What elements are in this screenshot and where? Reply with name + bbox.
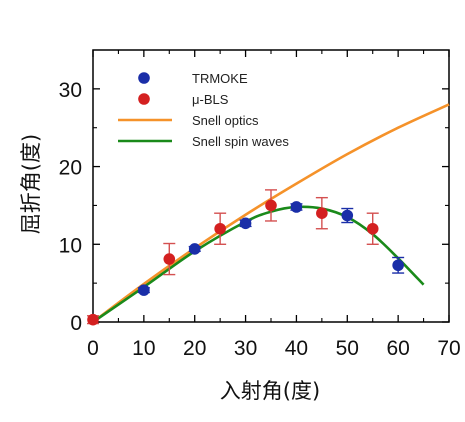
legend-marker bbox=[138, 72, 150, 84]
tick-labels: 0 10 20 30 40 50 60 70 0 10 20 30 bbox=[59, 79, 461, 360]
data-point bbox=[138, 284, 150, 296]
y-tick-label: 0 bbox=[70, 312, 82, 335]
legend-label: Snell spin waves bbox=[192, 134, 289, 149]
x-tick-label: 0 bbox=[87, 337, 99, 360]
data-point bbox=[290, 201, 303, 213]
x-tick-label: 50 bbox=[336, 337, 359, 360]
data-point bbox=[316, 207, 328, 219]
data-point bbox=[392, 259, 404, 272]
x-axis-title: 入射角(度) bbox=[220, 379, 320, 403]
legend-marker bbox=[138, 93, 150, 105]
data-point bbox=[239, 217, 252, 230]
data-point bbox=[214, 222, 226, 235]
y-tick-label: 10 bbox=[59, 234, 82, 257]
x-tick-label: 10 bbox=[132, 337, 155, 360]
legend-label: TRMOKE bbox=[192, 71, 248, 86]
data-point bbox=[163, 253, 176, 265]
data-point bbox=[341, 209, 354, 222]
y-tick-label: 20 bbox=[59, 157, 82, 180]
axis-ticks bbox=[92, 50, 450, 323]
legend: TRMOKE μ-BLS Snell optics Snell spin waves bbox=[118, 71, 289, 149]
y-axis-title: 屈折角(度) bbox=[19, 134, 43, 234]
x-tick-label: 70 bbox=[437, 337, 460, 360]
data-points bbox=[87, 189, 405, 326]
x-tick-label: 30 bbox=[234, 337, 257, 360]
legend-label: Snell optics bbox=[192, 113, 259, 128]
y-tick-label: 30 bbox=[59, 79, 82, 102]
legend-label: μ-BLS bbox=[192, 92, 229, 107]
data-point bbox=[87, 313, 99, 326]
x-tick-label: 60 bbox=[386, 337, 409, 360]
x-tick-label: 20 bbox=[183, 337, 206, 360]
data-point bbox=[366, 222, 379, 235]
x-tick-label: 40 bbox=[285, 337, 308, 360]
data-point bbox=[188, 243, 201, 255]
data-point bbox=[265, 199, 277, 212]
